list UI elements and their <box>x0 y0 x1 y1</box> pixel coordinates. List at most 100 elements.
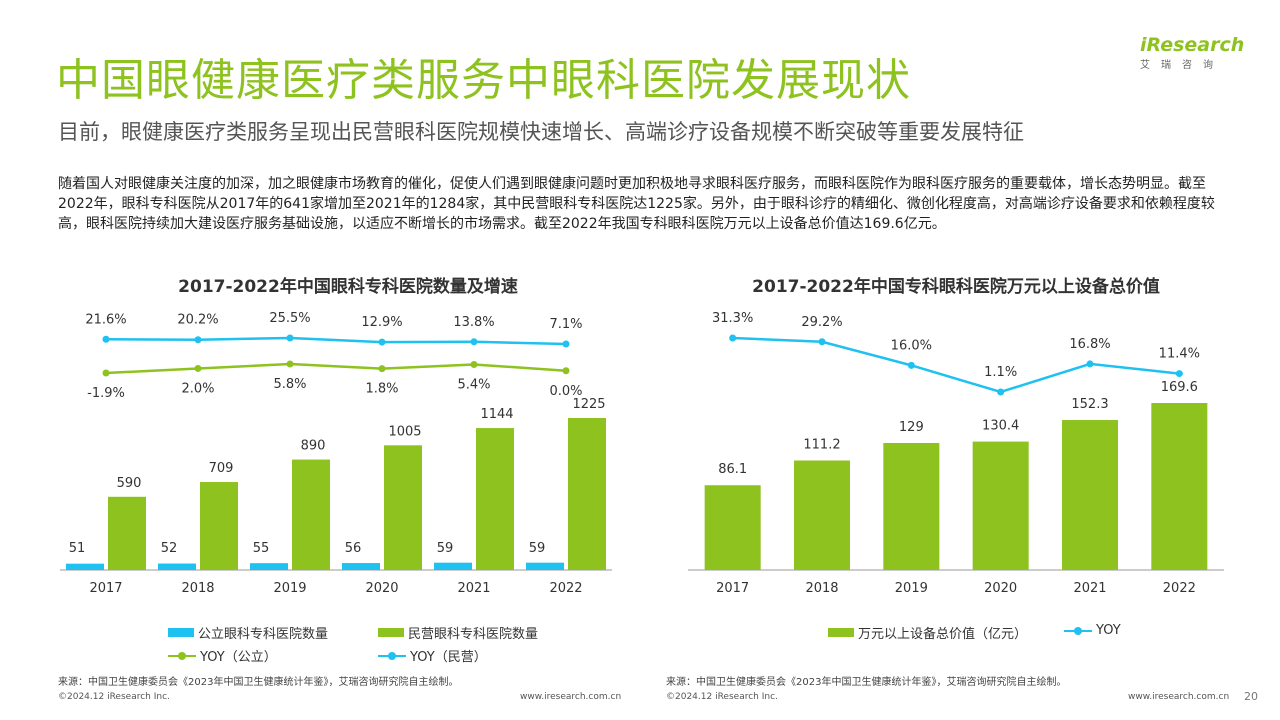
yoy-private-label-2020: 12.9% <box>361 315 402 330</box>
yoy-public-label-2018: 2.0% <box>181 381 214 396</box>
yoy-public-label-2020: 1.8% <box>365 382 398 397</box>
yoy-equipment-label-2019: 16.0% <box>891 338 932 353</box>
yoy-public-label-2017: -1.9% <box>87 386 125 401</box>
page-title: 中国眼健康医疗类服务中眼科医院发展现状 <box>56 55 911 106</box>
yoy-private-point-2022 <box>562 340 570 348</box>
x-tick-label-2-2019: 2019 <box>895 581 928 596</box>
source-note-right: 来源：中国卫生健康委员会《2023年中国卫生健康统计年鉴》，艾瑞咨询研究院自主绘… <box>666 677 1067 688</box>
bar-label-public-2021: 59 <box>437 541 454 556</box>
yoy-private-point-2019 <box>286 334 294 342</box>
yoy-equipment-label-2022: 11.4% <box>1159 347 1200 362</box>
bar-public-2020 <box>342 563 380 570</box>
yoy-equipment-point-2021 <box>1086 360 1094 368</box>
x-tick-label-2019: 2019 <box>273 581 306 596</box>
yoy-equipment-label-2018: 29.2% <box>801 315 842 330</box>
x-tick-label-2018: 2018 <box>181 581 214 596</box>
yoy-private-line <box>105 336 567 346</box>
yoy-public-label-2019: 5.8% <box>273 377 306 392</box>
footer-copyright-left: ©2024.12 iResearch Inc. <box>58 692 170 702</box>
bar-private-2017 <box>108 496 146 570</box>
legend-private-count: 民营眼科专科医院数量 <box>378 623 538 642</box>
legend-label: YOY（民营） <box>410 650 487 665</box>
bar-label-private-2019: 890 <box>301 439 326 454</box>
yoy-private-label-2018: 20.2% <box>177 313 218 328</box>
footer-url-left: www.iresearch.com.cn <box>520 692 622 702</box>
yoy-private-label-2021: 13.8% <box>453 315 494 330</box>
yoy-equipment-label-2021: 16.8% <box>1069 337 1110 352</box>
bar-label-equipment-2019: 129 <box>899 420 924 435</box>
logo-wordmark: iResearch <box>1140 34 1250 56</box>
legend-equipment-value: 万元以上设备总价值（亿元） <box>828 623 1027 642</box>
logo-brand-rest: Research <box>1146 34 1245 56</box>
yoy-public-line <box>105 362 567 375</box>
x-tick-label-2022: 2022 <box>549 581 582 596</box>
bar-equipment-2017 <box>704 485 761 570</box>
x-tick-label-2-2017: 2017 <box>716 581 749 596</box>
bar-label-equipment-2021: 152.3 <box>1071 397 1108 412</box>
yoy-public-point-2020 <box>378 365 386 373</box>
legend-yoy: YOY <box>1064 623 1121 638</box>
yoy-public-point-2017 <box>102 369 110 377</box>
x-tick-label-2-2022: 2022 <box>1163 581 1196 596</box>
yoy-public-point-2021 <box>470 360 478 368</box>
x-tick-label-2021: 2021 <box>457 581 490 596</box>
x-tick-label-2020: 2020 <box>365 581 398 596</box>
bar-label-public-2020: 56 <box>345 541 362 556</box>
yoy-public-label-2021: 5.4% <box>457 377 490 392</box>
chart1-title: 2017-2022年中国眼科专科医院数量及增速 <box>178 277 518 297</box>
yoy-public-point-2022 <box>562 367 570 375</box>
bar-private-2018 <box>200 482 238 570</box>
bar-private-2020 <box>384 445 422 570</box>
bar-equipment-2021 <box>1062 420 1118 570</box>
bar-label-public-2018: 52 <box>161 541 178 556</box>
bar-public-2019 <box>250 563 288 570</box>
bar-label-equipment-2022: 169.6 <box>1161 380 1198 395</box>
yoy-public-label-2022: 0.0% <box>549 384 582 399</box>
legend-label: YOY <box>1096 623 1121 638</box>
legend-yoy-public: YOY（公立） <box>168 646 277 665</box>
yoy-equipment-label-2017: 31.3% <box>712 311 753 326</box>
legend-public-count: 公立眼科专科医院数量 <box>168 623 328 642</box>
legend-label: 万元以上设备总价值（亿元） <box>858 627 1028 642</box>
footer-url-right: www.iresearch.com.cn <box>1128 692 1230 702</box>
yoy-private-point-2021 <box>470 338 478 346</box>
legend-swatch-green <box>378 628 404 637</box>
legend-yoy-private: YOY（民营） <box>378 646 487 665</box>
yoy-private-label-2019: 25.5% <box>269 311 310 326</box>
bar-equipment-2019 <box>883 442 940 570</box>
bar-equipment-2020 <box>972 441 1029 570</box>
yoy-private-point-2018 <box>194 336 202 344</box>
legend-swatch-blue <box>168 628 194 637</box>
yoy-equipment-point-2018 <box>818 338 826 346</box>
bar-label-public-2022: 59 <box>529 541 546 556</box>
legend-label: YOY（公立） <box>200 650 277 665</box>
bar-private-2022 <box>568 418 606 570</box>
body-paragraph: 随着国人对眼健康关注度的加深，加之眼健康市场教育的催化，促使人们遇到眼健康问题时… <box>58 176 1215 232</box>
logo-chinese-name: 艾瑞咨询 <box>1140 60 1224 71</box>
legend-label: 民营眼科专科医院数量 <box>408 627 539 642</box>
bar-label-private-2022: 1225 <box>572 397 605 412</box>
bar-equipment-2018 <box>794 460 850 570</box>
x-tick-label-2017: 2017 <box>89 581 122 596</box>
yoy-equipment-point-2022 <box>1175 370 1183 378</box>
legend-line-blue <box>378 651 406 661</box>
legend-line-blue <box>1064 626 1092 636</box>
bar-public-2018 <box>158 563 196 570</box>
x-tick-label-2-2018: 2018 <box>805 581 838 596</box>
bar-label-private-2017: 590 <box>117 476 142 491</box>
yoy-public-point-2019 <box>286 360 294 368</box>
yoy-private-label-2017: 21.6% <box>85 312 126 327</box>
yoy-equipment-point-2017 <box>729 334 737 342</box>
iresearch-logo: iResearch 艾瑞咨询 <box>1140 34 1250 86</box>
bar-label-public-2019: 55 <box>253 541 270 556</box>
x-tick-label-2-2020: 2020 <box>984 581 1017 596</box>
yoy-equipment-point-2019 <box>907 361 915 369</box>
legend-line-green <box>168 651 196 661</box>
bar-label-public-2017: 51 <box>69 541 86 556</box>
bar-public-2022 <box>526 562 564 570</box>
bar-private-2021 <box>476 428 514 570</box>
yoy-equipment-line <box>732 336 1180 394</box>
yoy-equipment-point-2020 <box>997 388 1005 396</box>
bar-label-equipment-2018: 111.2 <box>803 438 840 453</box>
